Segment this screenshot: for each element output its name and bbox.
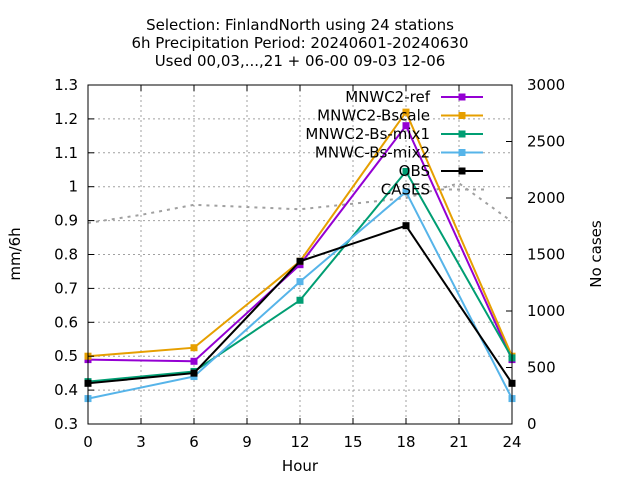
legend-label-cases: CASES [381, 181, 430, 199]
legend-label-mnwc2-bscale: MNWC2-Bscale [317, 107, 430, 125]
legend-label-obs: OBS [399, 162, 430, 180]
x-tick-label: 18 [396, 433, 415, 451]
data-point-obs [402, 222, 410, 230]
y-tick-label: 0.7 [54, 279, 78, 297]
chart-title-line-1: Selection: FinlandNorth using 24 station… [146, 16, 454, 34]
y-tick-label: 1.2 [54, 110, 78, 128]
legend-marker-mnwc2-bscale [458, 112, 466, 119]
y-axis-label: mm/6h [6, 227, 24, 280]
y2-axis-label: No cases [587, 220, 605, 288]
y2-tick-label: 1500 [527, 246, 565, 264]
legend-marker-mnwc-bs-mix2 [458, 149, 466, 156]
x-tick-label: 0 [83, 433, 93, 451]
legend-label-mnwc2-bs-mix1: MNWC2-Bs-mix1 [305, 125, 430, 143]
data-point-mnwc-bs-mix2 [402, 188, 410, 196]
data-point-mnwc2-ref [190, 357, 198, 365]
y2-tick-label: 500 [527, 359, 556, 377]
grid [88, 85, 512, 424]
x-tick-label: 6 [189, 433, 199, 451]
y-tick-label: 0.4 [54, 381, 78, 399]
legend-marker-mnwc2-ref [458, 93, 466, 101]
y-tick-label: 1.3 [54, 76, 78, 94]
legend-marker-obs [458, 167, 466, 175]
series-line-mnwc2-bscale [87, 110, 513, 358]
data-point-mnwc2-bs-mix1 [402, 167, 410, 175]
y2-ticks: 0 500 1000 1500 2000 2500 3000 [506, 76, 565, 433]
y-tick-label: 0.8 [54, 246, 78, 264]
legend: MNWC2-refMNWC2-BscaleMNWC2-Bs-mix1MNWC-B… [305, 88, 487, 199]
y-tick-label: 0.3 [54, 415, 78, 433]
x-tick-label: 24 [502, 433, 521, 451]
y2-tick-label: 2500 [527, 133, 565, 151]
y2-tick-label: 0 [527, 415, 537, 433]
y-tick-label: 0.9 [54, 212, 78, 230]
y2-tick-label: 1000 [527, 302, 565, 320]
x-ticks: 0 3 6 9 12 15 18 21 24 [83, 85, 522, 451]
data-point-obs [190, 369, 198, 377]
y-ticks: 0.3 0.4 0.5 0.6 0.7 0.8 0.9 1 1.1 1.2 1.3 [54, 76, 94, 433]
y-tick-label: 0.5 [54, 347, 78, 365]
y2-tick-label: 3000 [527, 76, 565, 94]
legend-marker-mnwc2-bs-mix1 [458, 130, 466, 138]
y-tick-label: 1.1 [54, 144, 78, 162]
x-tick-label: 9 [242, 433, 252, 451]
y-tick-label: 1 [68, 178, 78, 196]
data-point-mnwc2-bscale [190, 344, 198, 352]
y2-tick-label: 2000 [527, 189, 565, 207]
chart-title-line-3: Used 00,03,...,21 + 06-00 09-03 12-06 [155, 52, 446, 70]
x-axis-label: Hour [282, 457, 319, 475]
data-point-mnwc2-ref [402, 122, 410, 130]
x-tick-label: 3 [136, 433, 146, 451]
data-point-mnwc2-bs-mix1 [296, 296, 304, 304]
data-point-mnwc2-bscale [402, 108, 410, 116]
chart-title-line-2: 6h Precipitation Period: 20240601-202406… [131, 34, 468, 52]
data-point-obs [296, 257, 304, 265]
y-tick-label: 0.6 [54, 313, 78, 331]
legend-label-mnwc2-ref: MNWC2-ref [345, 88, 430, 106]
x-tick-label: 15 [343, 433, 362, 451]
data-point-mnwc-bs-mix2 [296, 278, 304, 286]
legend-label-mnwc-bs-mix2: MNWC-Bs-mix2 [315, 144, 430, 162]
x-tick-label: 12 [290, 433, 309, 451]
x-tick-label: 21 [449, 433, 468, 451]
